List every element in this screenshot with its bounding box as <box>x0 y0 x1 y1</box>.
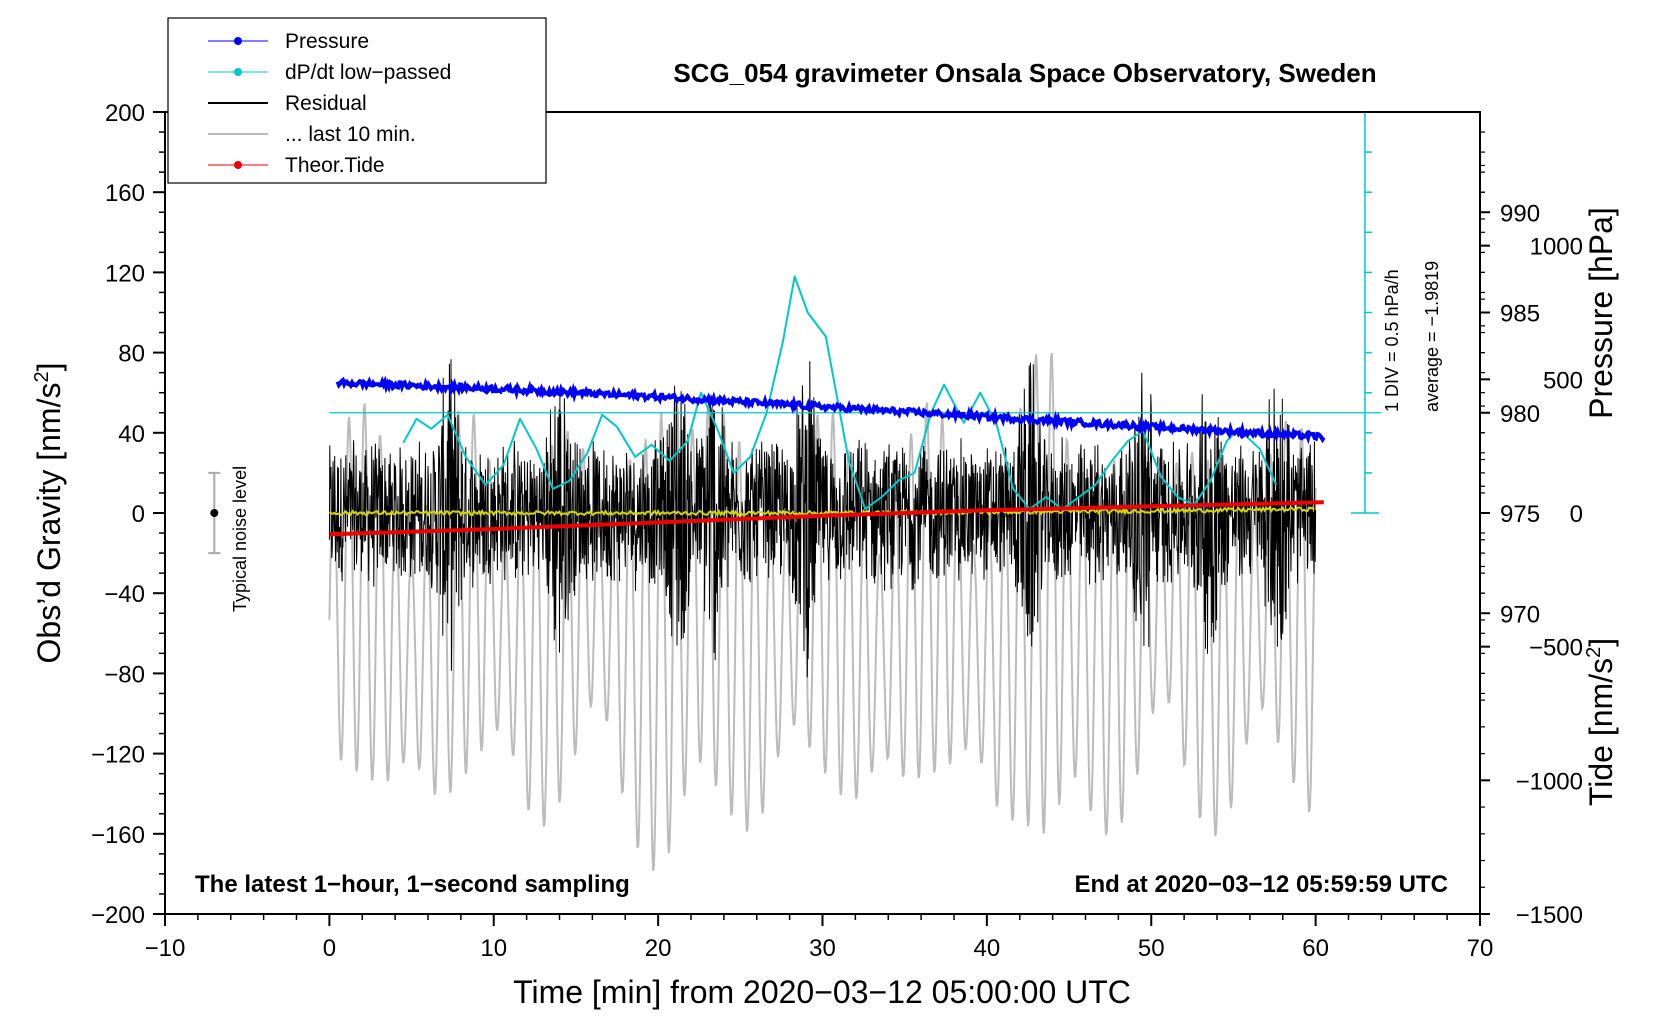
x-tick-label: 60 <box>1302 935 1329 962</box>
tide-tick-label: 0 <box>1570 501 1583 528</box>
y-axis-label-gravity: Obs’d Gravity [nm/s2] <box>31 363 67 664</box>
y-tick-label: 0 <box>132 501 145 528</box>
dpdt-scale-label: 1 DIV = 0.5 hPa/h <box>1382 269 1402 412</box>
axis-ticks: −10 0 10 20 30 40 50 60 70 200 160 120 80 40 0 −40 −80 −1… <box>91 100 1583 962</box>
x-tick-label: 50 <box>1138 935 1165 962</box>
annotation-sampling: The latest 1−hour, 1−second sampling <box>195 871 630 898</box>
dpdt-line <box>402 275 1278 510</box>
mean-line <box>328 505 1315 518</box>
legend-label: dP/dt low−passed <box>285 61 451 84</box>
tide-tick-label: 1000 <box>1530 234 1583 261</box>
chart-title: SCG_054 gravimeter Onsala Space Observat… <box>673 58 1376 88</box>
y-axis-label-gravity-end: ] <box>31 363 67 372</box>
residual-series <box>328 359 1317 678</box>
y-tick-label: 40 <box>118 421 145 448</box>
x-tick-label: 30 <box>809 935 836 962</box>
tide-tick-label: −500 <box>1529 635 1583 662</box>
y-tick-label: −40 <box>104 581 145 608</box>
legend-label: Pressure <box>285 30 369 53</box>
x-tick-label: 20 <box>645 935 672 962</box>
y-tick-label: −160 <box>91 822 145 849</box>
legend: Pressure dP/dt low−passed Residual ... last… <box>167 17 547 184</box>
pressure-line <box>335 375 1326 445</box>
tide-tick-label: −1000 <box>1516 768 1583 795</box>
legend-label: Theor.Tide <box>285 154 385 177</box>
tide-tick-label: −1500 <box>1516 902 1583 929</box>
y-tick-label: −200 <box>91 902 145 929</box>
theor-tide-line <box>329 500 1324 537</box>
dpdt-series <box>329 275 1382 510</box>
y-axis-label-tide-text: Tide [nm/s <box>1583 658 1619 806</box>
y-axis-label-tide-end: ] <box>1583 638 1619 647</box>
y-tick-label: 80 <box>118 341 145 368</box>
noise-level-indicator <box>208 471 221 555</box>
y-axis-label-gravity-text: Obs’d Gravity [nm/s <box>31 383 67 664</box>
pressure-tick-label: 980 <box>1500 401 1540 428</box>
x-tick-label: 40 <box>974 935 1001 962</box>
x-axis-label: Time [min] from 2020−03−12 05:00:00 UTC <box>513 974 1131 1010</box>
y-axis-label-gravity-sup: 2 <box>31 371 53 382</box>
y-tick-label: 160 <box>105 180 145 207</box>
legend-box <box>167 17 547 184</box>
dpdt-average-label: average = −1.9819 <box>1422 261 1442 412</box>
x-tick-label: −10 <box>145 935 186 962</box>
tide-tick-label: 500 <box>1543 367 1583 394</box>
y-tick-label: 120 <box>105 260 145 287</box>
theor-tide-series <box>329 500 1324 537</box>
pressure-series <box>335 375 1326 445</box>
pressure-tick-label: 985 <box>1500 301 1540 328</box>
pressure-tick-label: 970 <box>1500 601 1540 628</box>
last-10-min-line <box>328 353 1317 871</box>
x-tick-label: 10 <box>480 935 507 962</box>
dpdt-scale <box>1350 111 1379 514</box>
annotation-end-time: End at 2020−03−12 05:59:59 UTC <box>1074 871 1448 898</box>
noise-center-dot <box>210 509 219 517</box>
legend-marker <box>234 161 242 169</box>
mean-series <box>328 505 1315 518</box>
legend-label: Residual <box>285 92 367 115</box>
y-axis-label-pressure: Pressure [hPa] <box>1583 207 1619 419</box>
last-10-min-series <box>328 353 1317 871</box>
x-tick-label: 0 <box>323 935 336 962</box>
y-tick-label: −80 <box>104 661 145 688</box>
y-axis-label-tide: Tide [nm/s2] <box>1583 638 1619 806</box>
residual-line <box>328 359 1317 678</box>
noise-level-label: Typical noise level <box>230 466 250 612</box>
y-axis-label-tide-sup: 2 <box>1583 647 1605 658</box>
legend-marker <box>234 68 242 76</box>
pressure-tick-label: 975 <box>1500 501 1540 528</box>
y-tick-label: −120 <box>91 742 145 769</box>
legend-label: ... last 10 min. <box>285 123 416 146</box>
y-tick-label: 200 <box>105 100 145 127</box>
legend-marker <box>234 37 242 45</box>
pressure-tick-label: 990 <box>1500 200 1540 227</box>
x-tick-label: 70 <box>1467 935 1494 962</box>
